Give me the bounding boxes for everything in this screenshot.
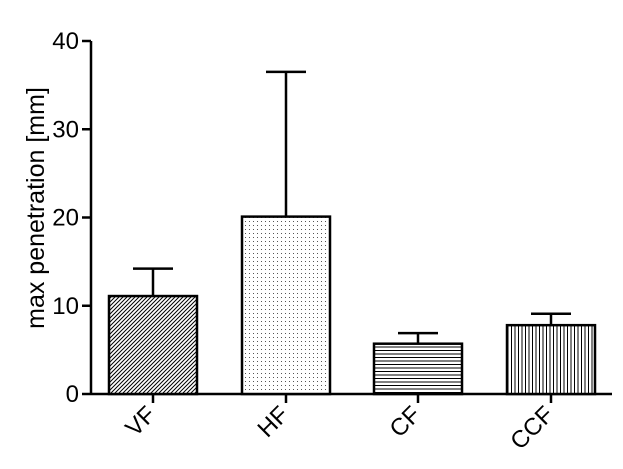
error-bars [133,70,571,344]
y-tick-label: 30 [52,116,79,143]
y-axis-ticks: 0 10 20 30 40 [52,28,91,408]
y-tick-label: 40 [52,28,79,55]
x-axis-labels: VF HF CF CCF [120,394,559,455]
y-tick-label: 0 [66,381,79,408]
y-tick-label: 10 [52,293,79,320]
bars [107,215,597,396]
bar-ccf [505,323,597,396]
x-tick-label-vf: VF [120,401,161,442]
x-tick-label-ccf: CCF [505,401,559,455]
y-axis-title: max penetration [mm] [22,87,50,329]
x-tick-label-hf: HF [253,401,295,443]
bar-vf [107,294,199,396]
bar-cf [372,342,464,396]
y-tick-label: 20 [52,205,79,232]
bar-hf [240,215,332,396]
x-tick-label-cf: CF [385,401,427,443]
